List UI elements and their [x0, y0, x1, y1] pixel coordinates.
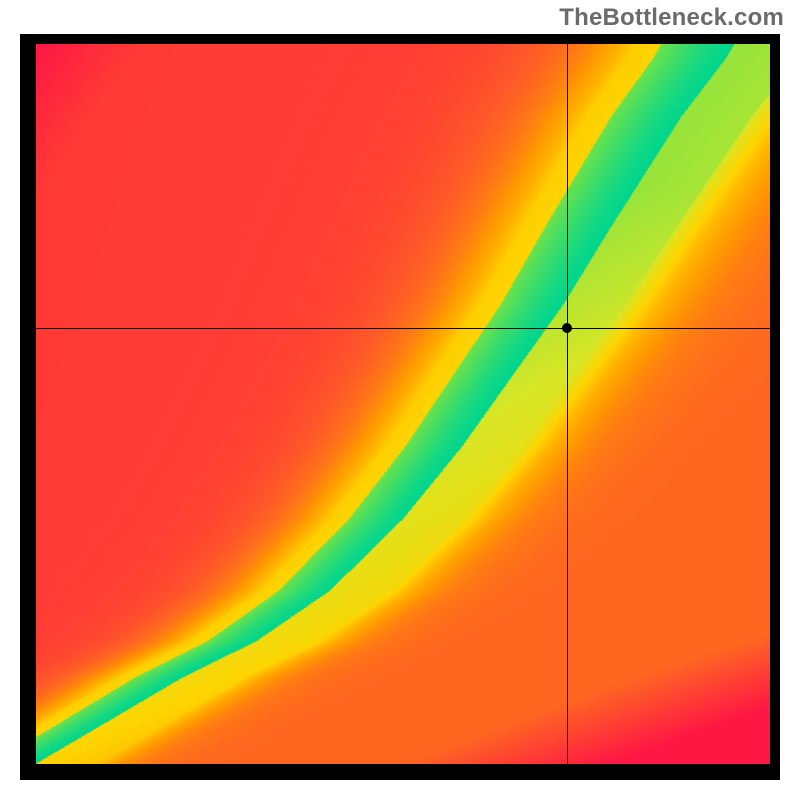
crosshair-vertical: [567, 34, 568, 780]
watermark-text: TheBottleneck.com: [559, 4, 784, 32]
heatmap-frame: [20, 34, 780, 780]
crosshair-horizontal: [20, 328, 780, 329]
crosshair-marker-dot: [562, 323, 572, 333]
heatmap-canvas: [36, 44, 770, 764]
chart-container: TheBottleneck.com: [0, 0, 800, 800]
